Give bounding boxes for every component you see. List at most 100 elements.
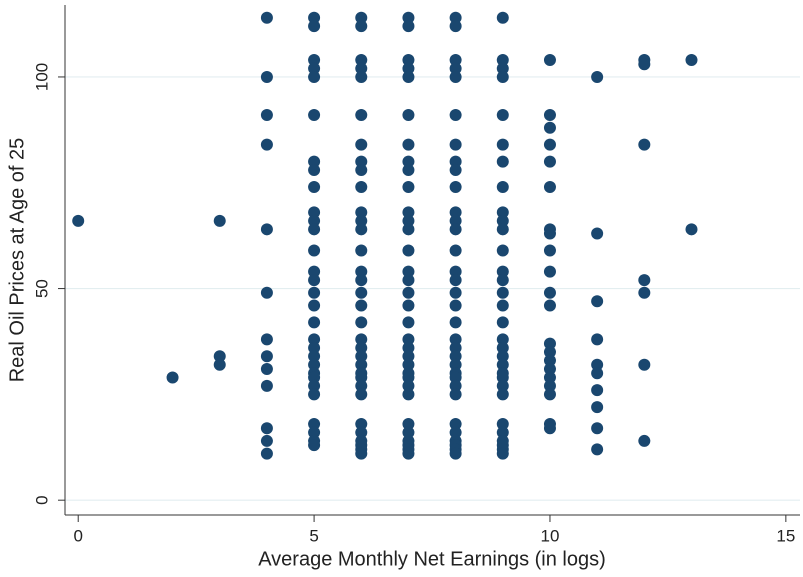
point [355,155,368,168]
point [308,439,321,452]
x-tick-label: 15 [776,526,795,545]
point [402,333,415,346]
point [402,350,415,363]
point [449,418,462,431]
point [355,350,368,363]
point [308,206,321,219]
x-tick-label: 5 [309,526,318,545]
point [543,54,556,67]
point [402,286,415,299]
point [402,447,415,460]
point [449,70,462,83]
point [260,379,273,392]
point [543,121,556,134]
point [496,371,509,384]
point [496,379,509,392]
point [402,155,415,168]
point [308,299,321,312]
point [213,350,226,363]
point [260,109,273,122]
point [449,299,462,312]
y-tick-label: 50 [32,279,51,298]
point [308,109,321,122]
point [355,265,368,278]
point [402,214,415,227]
x-axis-title: Average Monthly Net Earnings (in logs) [258,548,606,570]
point [449,244,462,257]
point [355,214,368,227]
point [449,371,462,384]
point [402,70,415,83]
point [496,70,509,83]
point [496,62,509,75]
point [496,350,509,363]
y-tick-label: 100 [32,63,51,91]
point [638,138,651,151]
point [449,350,462,363]
x-tick-label: 0 [73,526,82,545]
point [591,70,604,83]
point [402,358,415,371]
point [402,223,415,236]
point [496,11,509,24]
point [355,206,368,219]
point [543,265,556,278]
point [355,388,368,401]
point [308,244,321,257]
point [402,164,415,177]
point [496,358,509,371]
point [260,70,273,83]
y-axis-title: Real Oil Prices at Age of 25 [6,138,28,383]
point [308,333,321,346]
point [355,447,368,460]
point [449,286,462,299]
point [308,164,321,177]
point [355,299,368,312]
point [402,138,415,151]
point [543,180,556,193]
point [308,155,321,168]
point [543,109,556,122]
point [260,286,273,299]
point [449,54,462,67]
point [685,54,698,67]
point [496,447,509,460]
point [355,286,368,299]
point [449,333,462,346]
point [591,227,604,240]
point [591,295,604,308]
point [213,214,226,227]
point [449,426,462,439]
point [449,164,462,177]
point [449,109,462,122]
point [543,299,556,312]
point [402,388,415,401]
point [308,214,321,227]
point [355,371,368,384]
point [496,244,509,257]
point [402,418,415,431]
point [496,109,509,122]
point [260,362,273,375]
point [402,180,415,193]
point [213,358,226,371]
point [591,422,604,435]
point [166,371,179,384]
point [402,265,415,278]
point [543,371,556,384]
point [449,155,462,168]
point [355,379,368,392]
point [543,422,556,435]
point [449,180,462,193]
point [355,223,368,236]
point [402,54,415,67]
point [355,333,368,346]
point [638,434,651,447]
point [638,274,651,287]
point [402,379,415,392]
point [355,11,368,24]
point [402,109,415,122]
point [402,316,415,329]
point [543,337,556,350]
